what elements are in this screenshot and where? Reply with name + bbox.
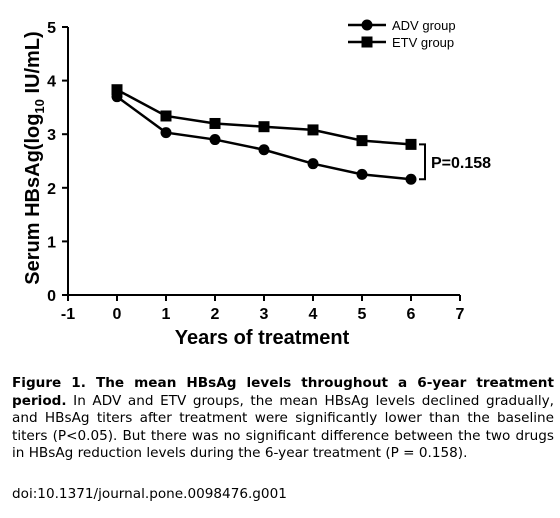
figure-caption: Figure 1. The mean HBsAg levels througho… xyxy=(12,375,554,463)
series-group xyxy=(111,84,417,185)
x-tick-label: 7 xyxy=(456,306,465,323)
data-point xyxy=(405,173,417,185)
x-tick-label: 5 xyxy=(358,306,367,323)
data-point xyxy=(160,110,172,122)
data-point xyxy=(160,127,172,139)
data-point xyxy=(258,121,270,133)
significance-bracket xyxy=(419,143,426,181)
data-point xyxy=(209,134,221,146)
x-tick-label: 3 xyxy=(260,306,269,323)
legend-marker xyxy=(361,19,373,31)
caption-title: Figure 1. The mean HBsAg levels througho… xyxy=(12,375,554,409)
legend-label: ADV group xyxy=(392,18,456,33)
line-chart: 0 1 2 3 4 5 -1 0 1 2 3 4 5 6 7 ADV group ETV group P=0.… xyxy=(22,18,491,349)
legend: ADV group ETV group xyxy=(348,18,456,50)
legend-marker xyxy=(361,36,373,48)
y-axis-label-subscript: 10 xyxy=(32,99,47,113)
y-tick-label: 1 xyxy=(47,234,56,251)
ticks: 0 1 2 3 4 5 -1 0 1 2 3 4 5 6 7 xyxy=(47,20,464,323)
data-point xyxy=(356,168,368,180)
x-tick-label: 1 xyxy=(162,306,171,323)
y-axis-label-main: Serum HBsAg(log xyxy=(22,114,44,285)
data-point xyxy=(258,144,270,156)
y-tick-label: 0 xyxy=(47,288,56,305)
data-point xyxy=(405,138,417,150)
caption-body: In ADV and ETV groups, the mean HBsAg le… xyxy=(12,392,554,462)
figure-doi: doi:10.1371/journal.pone.0098476.g001 xyxy=(12,486,287,502)
annotation: P=0.158 xyxy=(419,143,491,181)
y-tick-label: 4 xyxy=(47,74,56,91)
x-tick-label: -1 xyxy=(61,306,75,323)
x-tick-label: 2 xyxy=(211,306,220,323)
y-tick-label: 3 xyxy=(47,127,56,144)
y-tick-label: 5 xyxy=(47,20,56,37)
legend-label: ETV group xyxy=(392,35,454,50)
axes xyxy=(67,27,460,296)
y-tick-label: 2 xyxy=(47,181,56,198)
data-point xyxy=(209,117,221,129)
x-tick-label: 4 xyxy=(309,306,318,323)
p-value-label: P=0.158 xyxy=(431,155,491,172)
data-point xyxy=(307,158,319,170)
data-point xyxy=(307,124,319,136)
x-axis-label: Years of treatment xyxy=(175,327,350,349)
data-point xyxy=(111,84,123,96)
x-tick-label: 6 xyxy=(407,306,416,323)
y-axis-label-end: IU/mL) xyxy=(22,31,44,99)
y-axis-label: Serum HBsAg(log10 IU/mL) xyxy=(22,31,47,284)
x-tick-label: 0 xyxy=(113,306,122,323)
data-point xyxy=(356,135,368,147)
